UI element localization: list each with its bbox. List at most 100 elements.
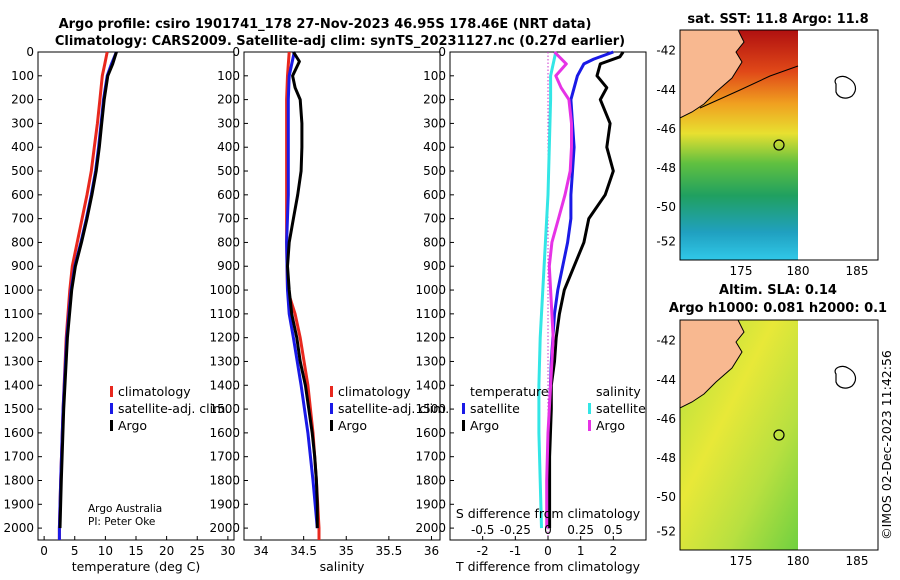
- y-tick-label: 1800: [415, 473, 446, 487]
- legend-swatch-t-argo: [462, 420, 465, 431]
- y-tick-label: 1800: [209, 473, 240, 487]
- x-tick-label: 36: [424, 544, 439, 558]
- series-line-t-argo: [548, 51, 625, 529]
- y-tick-label: 1400: [209, 378, 240, 392]
- lat-tick-label: -46: [656, 412, 676, 426]
- y-tick-label: 200: [423, 93, 446, 107]
- main-title-line1: Argo profile: csiro 1901741_178 27-Nov-2…: [59, 17, 592, 32]
- credit-line2: PI: Peter Oke: [88, 516, 155, 528]
- legend-swatch-s-argo: [588, 420, 591, 431]
- y-tick-label: 400: [11, 140, 34, 154]
- x-tick-label: 35: [339, 544, 354, 558]
- y-tick-label: 1600: [415, 426, 446, 440]
- series-line-t-satellite: [546, 50, 614, 529]
- legend-swatch-climatology: [110, 386, 113, 397]
- y-tick-label: 500: [217, 164, 240, 178]
- y-tick-label: 1700: [3, 450, 34, 464]
- series-line-s-argo: [545, 50, 573, 529]
- y-tick-label: 1600: [3, 426, 34, 440]
- legend-swatch-satellite: [330, 403, 333, 414]
- lat-tick-label: -50: [656, 490, 676, 504]
- y-tick-label: 1000: [3, 283, 34, 297]
- x-tick-label: 34: [253, 544, 268, 558]
- y-tick-label: 100: [217, 69, 240, 83]
- sla-axes: [679, 319, 879, 551]
- y-tick-label: 1300: [415, 354, 446, 368]
- y-tick-label: 1200: [3, 331, 34, 345]
- lat-tick-label: -52: [656, 525, 676, 539]
- y-tick-label: 1200: [415, 331, 446, 345]
- y-tick-label: 0: [232, 45, 240, 59]
- y-tick-label: 700: [11, 212, 34, 226]
- lon-tick-label: 175: [730, 264, 753, 278]
- legend-swatch-argo: [110, 420, 113, 431]
- series-line-argo: [286, 51, 319, 529]
- legend-swatch-argo: [330, 420, 333, 431]
- legend-s-satellite: satellite: [596, 401, 646, 416]
- legend-argo: Argo: [338, 418, 367, 433]
- lon-tick-label: 185: [846, 554, 869, 568]
- y-tick-label: 700: [423, 212, 446, 226]
- island-outline: [834, 75, 857, 99]
- y-tick-label: 800: [217, 235, 240, 249]
- x-tick-label: 10: [98, 544, 113, 558]
- x-tick-label: 20: [159, 544, 174, 558]
- y-tick-label: 600: [423, 188, 446, 202]
- y-tick-label: 300: [423, 116, 446, 130]
- legend-climatology: climatology: [338, 384, 411, 399]
- lat-tick-label: -42: [656, 334, 676, 348]
- legend-salinity-header: salinity: [596, 384, 641, 399]
- lat-tick-label: -50: [656, 200, 676, 214]
- y-tick-label: 1500: [3, 402, 34, 416]
- y-tick-label: 1300: [209, 354, 240, 368]
- y-tick-label: 1500: [209, 402, 240, 416]
- x-tick-label: -1: [509, 544, 521, 558]
- difference-panel: 0100200300400500600700800900100011001200…: [415, 45, 647, 574]
- sla-title-line2: Argo h1000: 0.081 h2000: 0.1: [669, 301, 887, 316]
- lon-tick-label: 185: [846, 264, 869, 278]
- x-tick-label: 0: [544, 544, 552, 558]
- y-tick-label: 1800: [3, 473, 34, 487]
- series-line-satellite-adj-clim-: [285, 51, 319, 529]
- temperature-panel: 0100200300400500600700800900100011001200…: [3, 45, 235, 574]
- coast-contour: [699, 65, 799, 109]
- x-tick-label: 1: [577, 544, 585, 558]
- main-title-line2: Climatology: CARS2009. Satellite-adj cli…: [55, 34, 625, 49]
- y-tick-label: 1700: [209, 450, 240, 464]
- s-tick-label: 0.25: [567, 523, 594, 537]
- legend-t-satellite: satellite: [470, 401, 520, 416]
- salinity-legend: climatology satellite-adj. clim. Argo: [330, 384, 449, 433]
- y-tick-label: 2000: [415, 521, 446, 535]
- legend-t-argo: Argo: [470, 418, 499, 433]
- difference-xlabel-top: S difference from climatology: [456, 506, 641, 521]
- argo-location-marker: [773, 429, 785, 441]
- y-tick-label: 1900: [415, 497, 446, 511]
- s-tick-label: 0: [544, 523, 552, 537]
- legend-argo: Argo: [118, 418, 147, 433]
- y-tick-label: 500: [11, 164, 34, 178]
- x-tick-label: 15: [128, 544, 143, 558]
- lat-tick-label: -48: [656, 451, 676, 465]
- salinity-axes: [243, 51, 441, 541]
- y-tick-label: 1500: [415, 402, 446, 416]
- y-tick-label: 300: [11, 116, 34, 130]
- legend-swatch-s-satellite: [588, 403, 591, 414]
- island-outline: [834, 365, 857, 389]
- lat-tick-label: -44: [656, 373, 676, 387]
- legend-satellite: satellite-adj. clim.: [338, 401, 449, 416]
- y-tick-label: 200: [217, 93, 240, 107]
- legend-swatch-satellite: [110, 403, 113, 414]
- y-tick-label: 1400: [3, 378, 34, 392]
- x-tick-label: 5: [71, 544, 79, 558]
- sst-title: sat. SST: 11.8 Argo: 11.8: [687, 12, 868, 27]
- y-tick-label: 600: [11, 188, 34, 202]
- x-tick-label: -2: [477, 544, 489, 558]
- lat-tick-label: -44: [656, 83, 676, 97]
- lat-tick-label: -52: [656, 235, 676, 249]
- lon-tick-label: 180: [787, 554, 810, 568]
- y-tick-label: 400: [217, 140, 240, 154]
- legend-s-argo: Argo: [596, 418, 625, 433]
- y-tick-label: 200: [11, 93, 34, 107]
- salinity-xlabel: salinity: [320, 559, 365, 574]
